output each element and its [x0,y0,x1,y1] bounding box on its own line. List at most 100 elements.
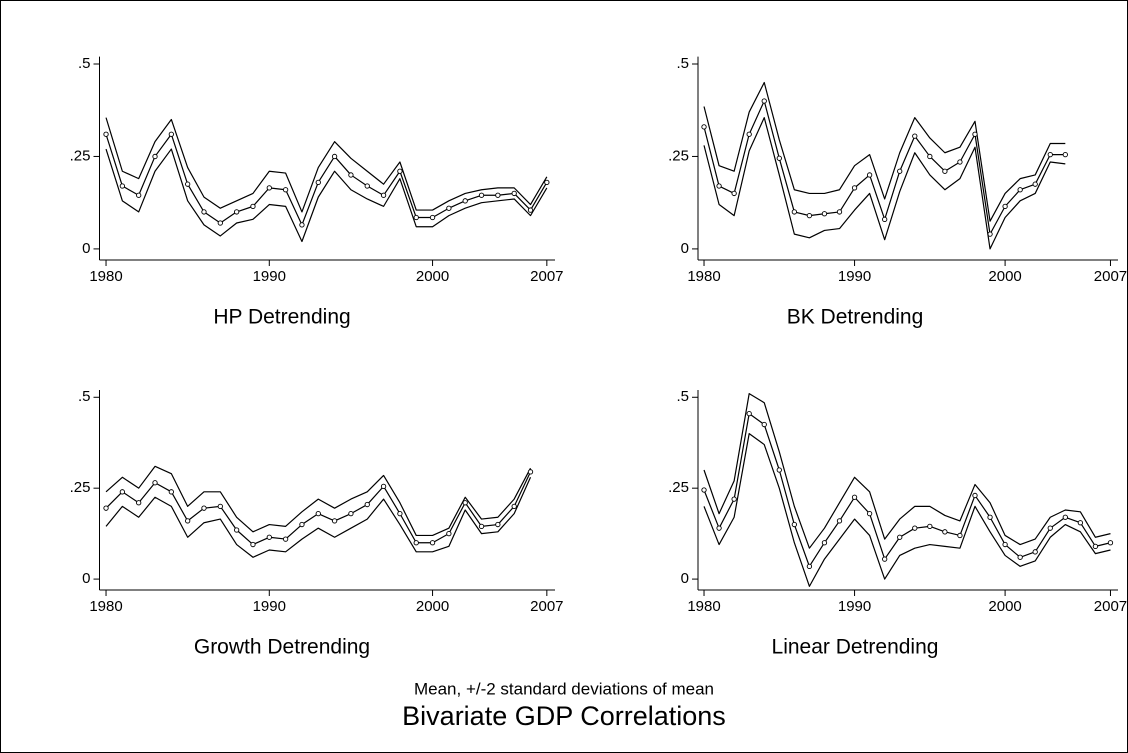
point-marker [1062,514,1068,520]
y-tick-label: .5 [78,55,91,72]
point-marker [413,540,419,546]
point-marker [250,203,256,210]
x-tick-label: 2007 [1094,598,1127,615]
point-marker [201,209,207,215]
point-marker [201,505,207,511]
point-marker [348,510,354,517]
y-tick-label: 0 [681,240,689,257]
y-tick-label: .25 [70,479,91,496]
y-tick-label: 0 [82,240,90,257]
y-tick-label: .5 [676,55,689,72]
point-marker [478,523,485,530]
point-marker [731,190,737,197]
point-marker [217,220,223,226]
point-marker [701,487,707,493]
point-marker [429,214,436,221]
point-marker [882,216,888,222]
y-tick-label: 0 [82,570,90,587]
x-tick-label: 1990 [253,598,286,615]
point-marker [282,187,289,193]
point-marker [701,124,707,130]
y-tick-label: .25 [668,479,689,496]
point-marker [791,521,797,528]
x-tick-label: 1980 [89,268,122,285]
point-marker [348,172,354,178]
point-marker [446,530,452,537]
x-tick-label: 2007 [530,598,563,615]
point-marker [364,183,370,189]
point-marker [397,168,403,174]
point-marker [119,183,126,189]
point-marker [544,179,550,185]
point-marker [972,492,978,499]
y-tick-label: .5 [78,388,91,405]
point-marker [1002,541,1008,548]
point-marker [761,421,767,428]
series-line [105,465,532,537]
point-marker [511,190,517,197]
point-marker [806,563,813,570]
point-marker [882,556,888,562]
panel-title: BK Detrending [787,306,924,329]
x-tick-label: 1990 [838,598,871,615]
point-marker [527,207,534,213]
point-marker [103,131,109,137]
point-marker [233,527,240,533]
point-marker [731,496,737,502]
point-marker [217,503,223,510]
point-marker [776,155,782,161]
series-line [105,477,532,558]
point-marker [1077,520,1084,526]
point-marker [429,540,436,546]
point-marker [266,185,272,191]
x-tick-label: 2000 [988,598,1021,615]
x-tick-label: 1980 [687,268,720,285]
point-marker [185,518,191,524]
x-tick-label: 2000 [416,268,449,285]
point-marker [331,518,338,524]
point-marker [315,510,321,517]
x-tick-label: 1990 [253,268,286,285]
point-marker [380,192,387,198]
point-marker [927,153,933,160]
point-marker [912,133,918,139]
panel-title: Linear Detrending [772,636,939,659]
series-line [703,117,1066,250]
point-marker [866,510,873,517]
point-marker [478,192,485,198]
point-marker [897,168,903,174]
point-marker [746,410,752,417]
series-line [703,393,1111,549]
point-marker [250,541,256,548]
point-marker [746,131,752,137]
note: Mean, +/-2 standard deviations of mean [414,679,714,698]
point-marker [1047,525,1053,531]
point-marker [761,98,767,104]
x-tick-label: 1990 [838,268,871,285]
y-tick-label: .25 [668,147,689,164]
point-marker [836,518,843,524]
point-marker [806,212,813,219]
y-tick-label: 0 [681,570,689,587]
point-marker [851,185,858,191]
point-marker [1032,181,1038,187]
point-marker [957,532,963,539]
x-tick-label: 2000 [416,598,449,615]
point-marker [495,192,501,198]
point-marker [446,205,452,211]
point-marker [1062,151,1068,158]
point-marker [152,153,158,160]
point-marker [836,209,843,215]
point-marker [380,483,387,490]
series-line [105,133,548,226]
point-marker [462,500,468,506]
series-line [105,117,548,213]
point-marker [987,514,993,520]
point-marker [315,179,321,185]
point-marker [364,501,370,508]
point-marker [136,192,142,198]
point-marker [1047,151,1053,158]
point-marker [1092,543,1099,550]
